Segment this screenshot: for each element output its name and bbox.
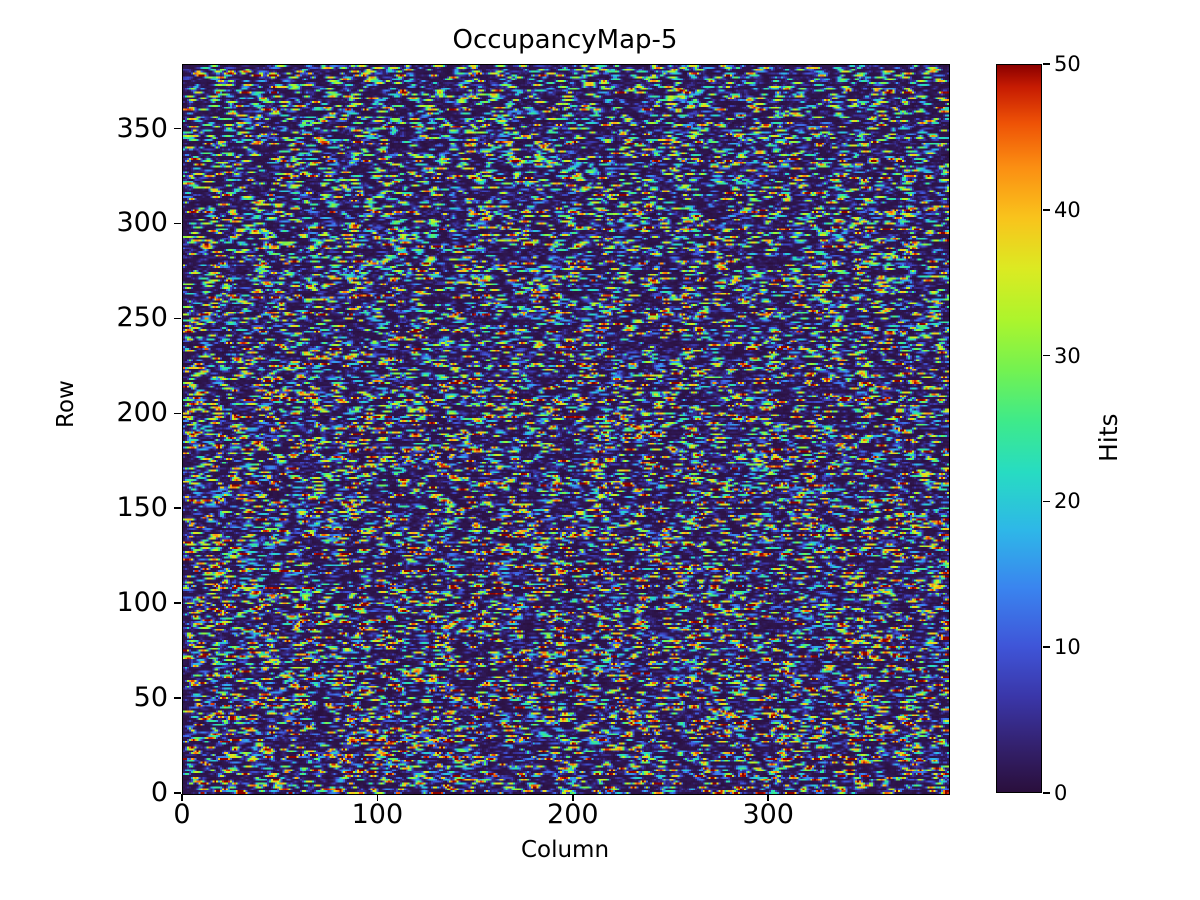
y-tick-label: 200 — [116, 397, 168, 429]
y-tick-mark — [174, 127, 181, 130]
colorbar-tick-label: 10 — [1054, 635, 1081, 660]
colorbar: 0 10 20 30 40 50 — [996, 52, 1081, 805]
colorbar-tick-mark — [1043, 792, 1050, 794]
y-tick-label: 250 — [116, 302, 168, 334]
x-axis-label: Column — [520, 837, 610, 863]
y-tick-mark — [174, 222, 181, 225]
y-tick-mark — [174, 602, 181, 604]
x-tick-label: 200 — [547, 799, 599, 830]
y-tick-label: 150 — [116, 492, 168, 524]
colorbar-label: Hits — [1094, 413, 1123, 462]
x-tick-mark — [767, 794, 770, 801]
y-tick-mark — [174, 507, 181, 510]
heatmap-image — [183, 65, 949, 794]
colorbar-tick-mark — [1043, 354, 1050, 357]
colorbar-tick-mark — [1043, 646, 1050, 648]
y-tick-mark — [174, 697, 181, 699]
x-tick-label: 300 — [742, 799, 794, 830]
colorbar-tick-label: 40 — [1054, 197, 1081, 222]
x-tick-mark — [181, 794, 183, 801]
y-tick-label: 50 — [133, 682, 168, 714]
page-title: OccupancyMap-5 — [452, 25, 678, 55]
colorbar-tick-label: 20 — [1054, 489, 1081, 514]
colorbar-gradient — [996, 64, 1042, 793]
y-tick-mark — [174, 792, 181, 794]
colorbar-tick-mark — [1043, 209, 1050, 211]
y-tick-mark — [174, 412, 181, 415]
y-tick-label: 100 — [116, 587, 168, 619]
heatmap-plot-area — [182, 64, 950, 795]
y-tick-label: 0 — [150, 777, 168, 808]
colorbar-tick-label: 50 — [1054, 52, 1081, 76]
colorbar-tick-label: 0 — [1054, 781, 1068, 805]
y-axis-label: Row — [53, 380, 79, 428]
x-tick-mark — [572, 794, 574, 801]
x-tick-label: 0 — [173, 799, 191, 830]
colorbar-tick-label: 30 — [1054, 343, 1081, 368]
y-tick-mark — [174, 317, 181, 320]
colorbar-tick-mark — [1043, 500, 1050, 503]
colorbar-tick-mark — [1043, 63, 1050, 65]
y-tick-label: 350 — [116, 112, 168, 144]
x-tick-mark — [376, 794, 379, 801]
x-tick-label: 100 — [351, 799, 404, 830]
y-tick-label: 300 — [116, 207, 168, 239]
